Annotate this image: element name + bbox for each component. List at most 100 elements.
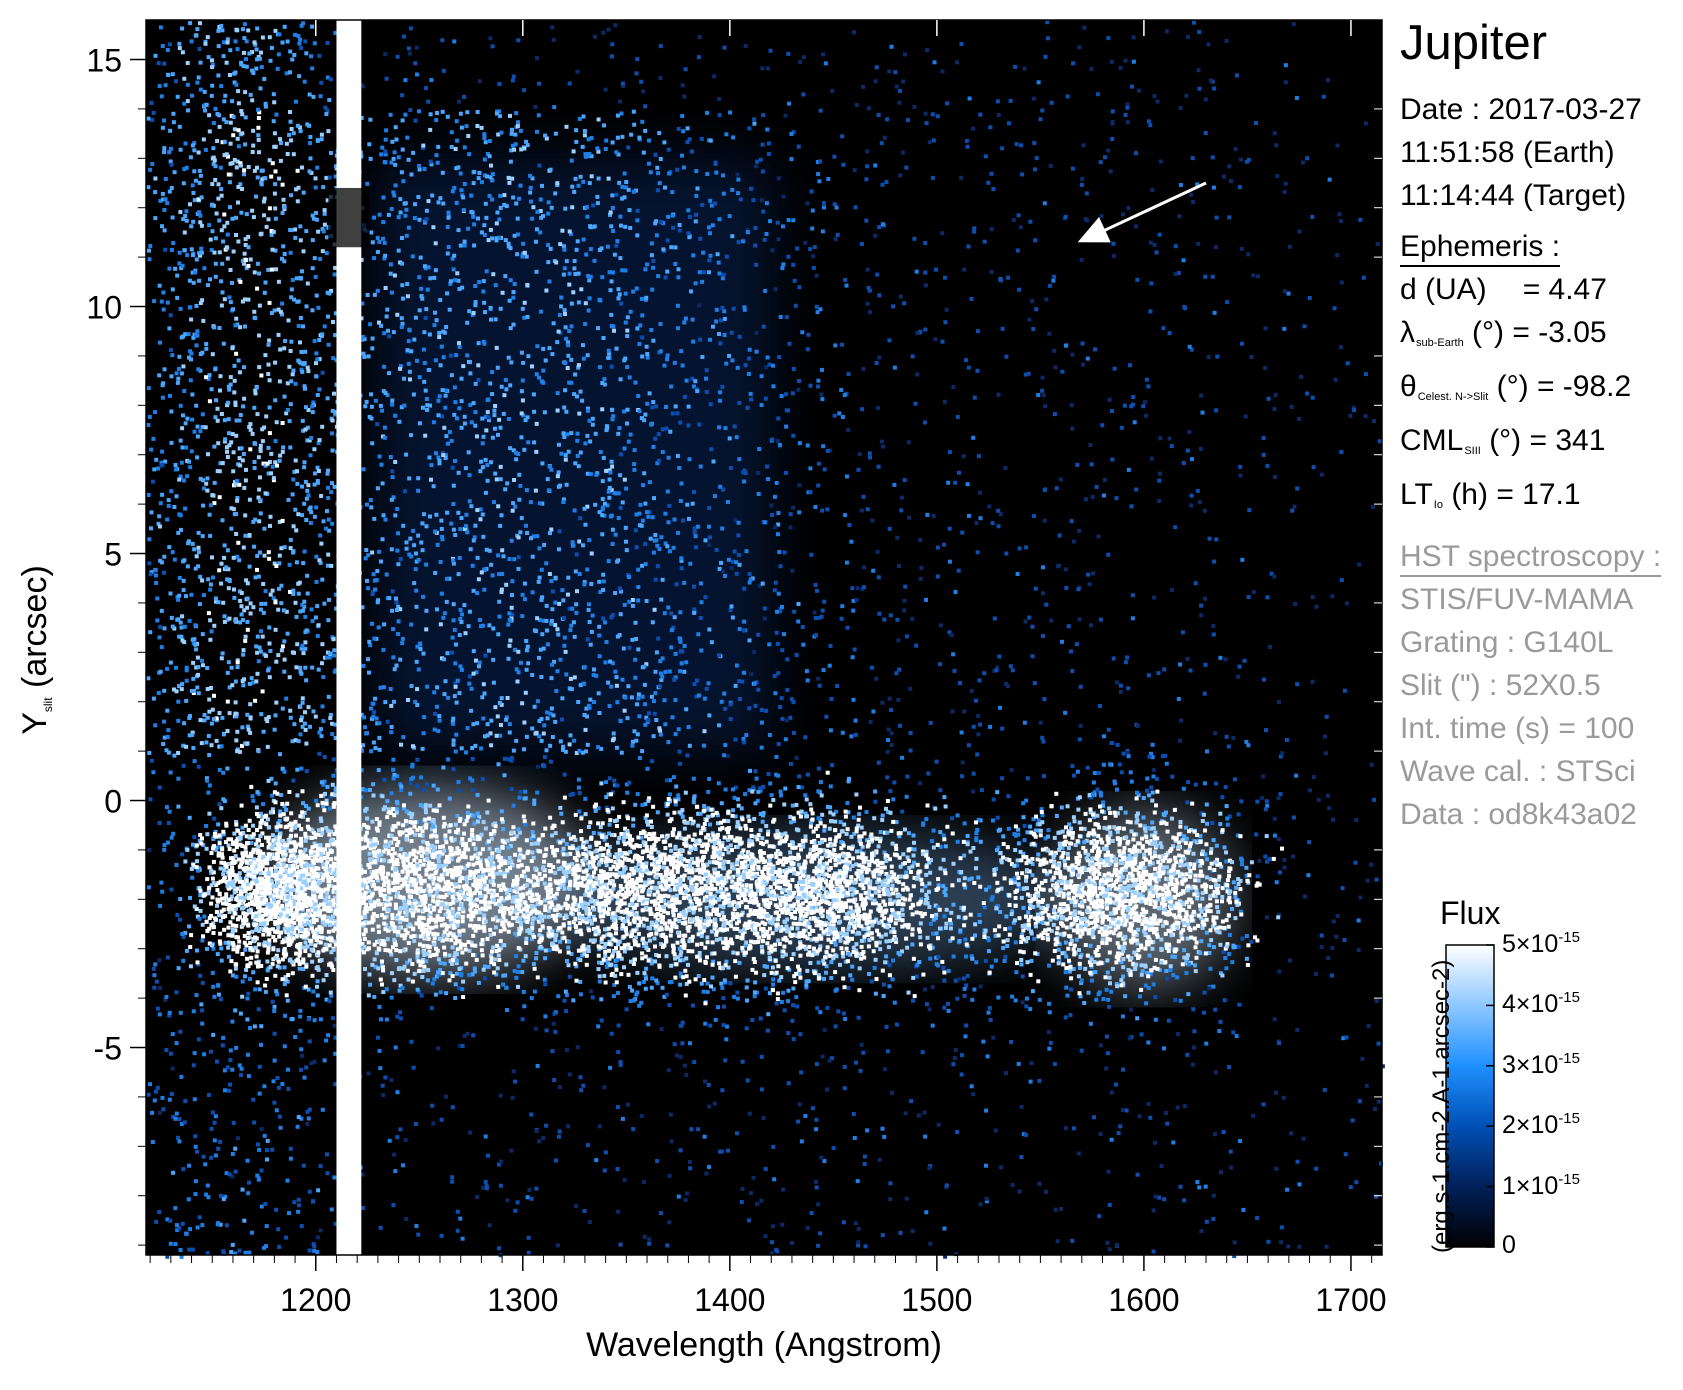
photon-dot bbox=[309, 436, 313, 440]
photon-dot bbox=[428, 128, 432, 132]
photon-dot bbox=[1000, 776, 1004, 780]
photon-dot bbox=[382, 778, 386, 782]
photon-dot bbox=[456, 165, 460, 169]
photon-dot bbox=[312, 95, 316, 99]
photon-dot bbox=[543, 755, 547, 759]
photon-dot bbox=[461, 1044, 465, 1048]
photon-dot bbox=[588, 181, 592, 185]
photon-dot bbox=[281, 707, 285, 711]
photon-dot bbox=[965, 139, 969, 143]
photon-dot bbox=[1247, 508, 1251, 512]
photon-dot bbox=[661, 427, 665, 431]
photon-dot bbox=[482, 223, 486, 227]
photon-dot bbox=[219, 374, 223, 378]
photon-dot bbox=[605, 640, 609, 644]
photon-dot bbox=[289, 349, 293, 353]
photon-dot bbox=[266, 268, 270, 272]
photon-dot bbox=[205, 476, 209, 480]
photon-dot bbox=[370, 346, 374, 350]
photon-dot bbox=[609, 224, 613, 228]
photon-dot bbox=[604, 1150, 608, 1154]
photon-dot bbox=[637, 714, 641, 718]
photon-dot bbox=[441, 202, 445, 206]
photon-dot bbox=[303, 39, 307, 43]
photon-dot bbox=[677, 267, 681, 271]
photon-dot bbox=[903, 599, 907, 603]
photon-dot bbox=[243, 513, 247, 517]
photon-dot bbox=[994, 959, 998, 963]
photon-dot bbox=[1078, 737, 1082, 741]
photon-dot bbox=[653, 533, 657, 537]
photon-dot bbox=[528, 191, 532, 195]
photon-dot bbox=[909, 1099, 913, 1103]
photon-dot bbox=[479, 517, 483, 521]
photon-dot bbox=[1031, 873, 1035, 877]
photon-dot bbox=[538, 501, 542, 505]
photon-dot bbox=[587, 278, 591, 282]
photon-dot bbox=[873, 966, 877, 970]
photon-dot bbox=[323, 324, 327, 328]
photon-dot bbox=[552, 1022, 556, 1026]
photon-dot bbox=[392, 824, 396, 828]
photon-dot bbox=[522, 1004, 526, 1008]
photon-dot bbox=[235, 28, 239, 32]
photon-dot bbox=[777, 355, 781, 359]
photon-dot bbox=[999, 1166, 1003, 1170]
photon-dot bbox=[1205, 875, 1209, 879]
photon-dot bbox=[1143, 400, 1147, 404]
photon-dot bbox=[282, 198, 286, 202]
photon-dot bbox=[377, 625, 381, 629]
photon-dot bbox=[554, 831, 558, 835]
photon-dot bbox=[1090, 979, 1094, 983]
photon-dot bbox=[306, 366, 310, 370]
photon-dot bbox=[158, 559, 162, 563]
photon-dot bbox=[546, 716, 550, 720]
photon-dot bbox=[1245, 934, 1249, 938]
photon-dot bbox=[597, 691, 601, 695]
photon-dot bbox=[1059, 1207, 1063, 1211]
photon-dot bbox=[1220, 795, 1224, 799]
photon-dot bbox=[1106, 149, 1110, 153]
photon-dot bbox=[223, 543, 227, 547]
photon-dot bbox=[737, 401, 741, 405]
photon-dot bbox=[160, 609, 164, 613]
photon-dot bbox=[458, 556, 462, 560]
photon-dot bbox=[1086, 573, 1090, 577]
photon-dot bbox=[955, 60, 959, 64]
photon-dot bbox=[986, 1054, 990, 1058]
photon-dot bbox=[234, 532, 238, 536]
photon-dot bbox=[380, 146, 384, 150]
photon-dot bbox=[618, 100, 622, 104]
photon-dot bbox=[1273, 1017, 1277, 1021]
photon-dot bbox=[1110, 60, 1114, 64]
photon-dot bbox=[1030, 1061, 1034, 1065]
photon-dot bbox=[273, 206, 277, 210]
photon-dot bbox=[207, 223, 211, 227]
photon-dot bbox=[147, 249, 151, 253]
photon-dot bbox=[152, 697, 156, 701]
photon-dot bbox=[180, 27, 184, 31]
photon-dot bbox=[578, 516, 582, 520]
photon-dot bbox=[615, 193, 619, 197]
photon-dot bbox=[414, 552, 418, 556]
photon-dot bbox=[816, 385, 820, 389]
photon-dot bbox=[1264, 326, 1268, 330]
photon-dot bbox=[289, 379, 293, 383]
photon-dot bbox=[191, 746, 195, 750]
photon-dot bbox=[598, 299, 602, 303]
photon-dot bbox=[1232, 880, 1236, 884]
photon-dot bbox=[581, 343, 585, 347]
photon-dot bbox=[163, 367, 167, 371]
photon-dot bbox=[548, 280, 552, 284]
photon-dot bbox=[1126, 120, 1130, 124]
photon-dot bbox=[841, 415, 845, 419]
photon-dot bbox=[170, 888, 174, 892]
photon-dot bbox=[428, 804, 432, 808]
photon-dot bbox=[770, 793, 774, 797]
photon-dot bbox=[222, 40, 226, 44]
photon-dot bbox=[372, 794, 376, 798]
photon-dot bbox=[252, 1121, 256, 1125]
photon-dot bbox=[521, 361, 525, 365]
photon-dot bbox=[634, 993, 638, 997]
photon-dot bbox=[958, 681, 962, 685]
